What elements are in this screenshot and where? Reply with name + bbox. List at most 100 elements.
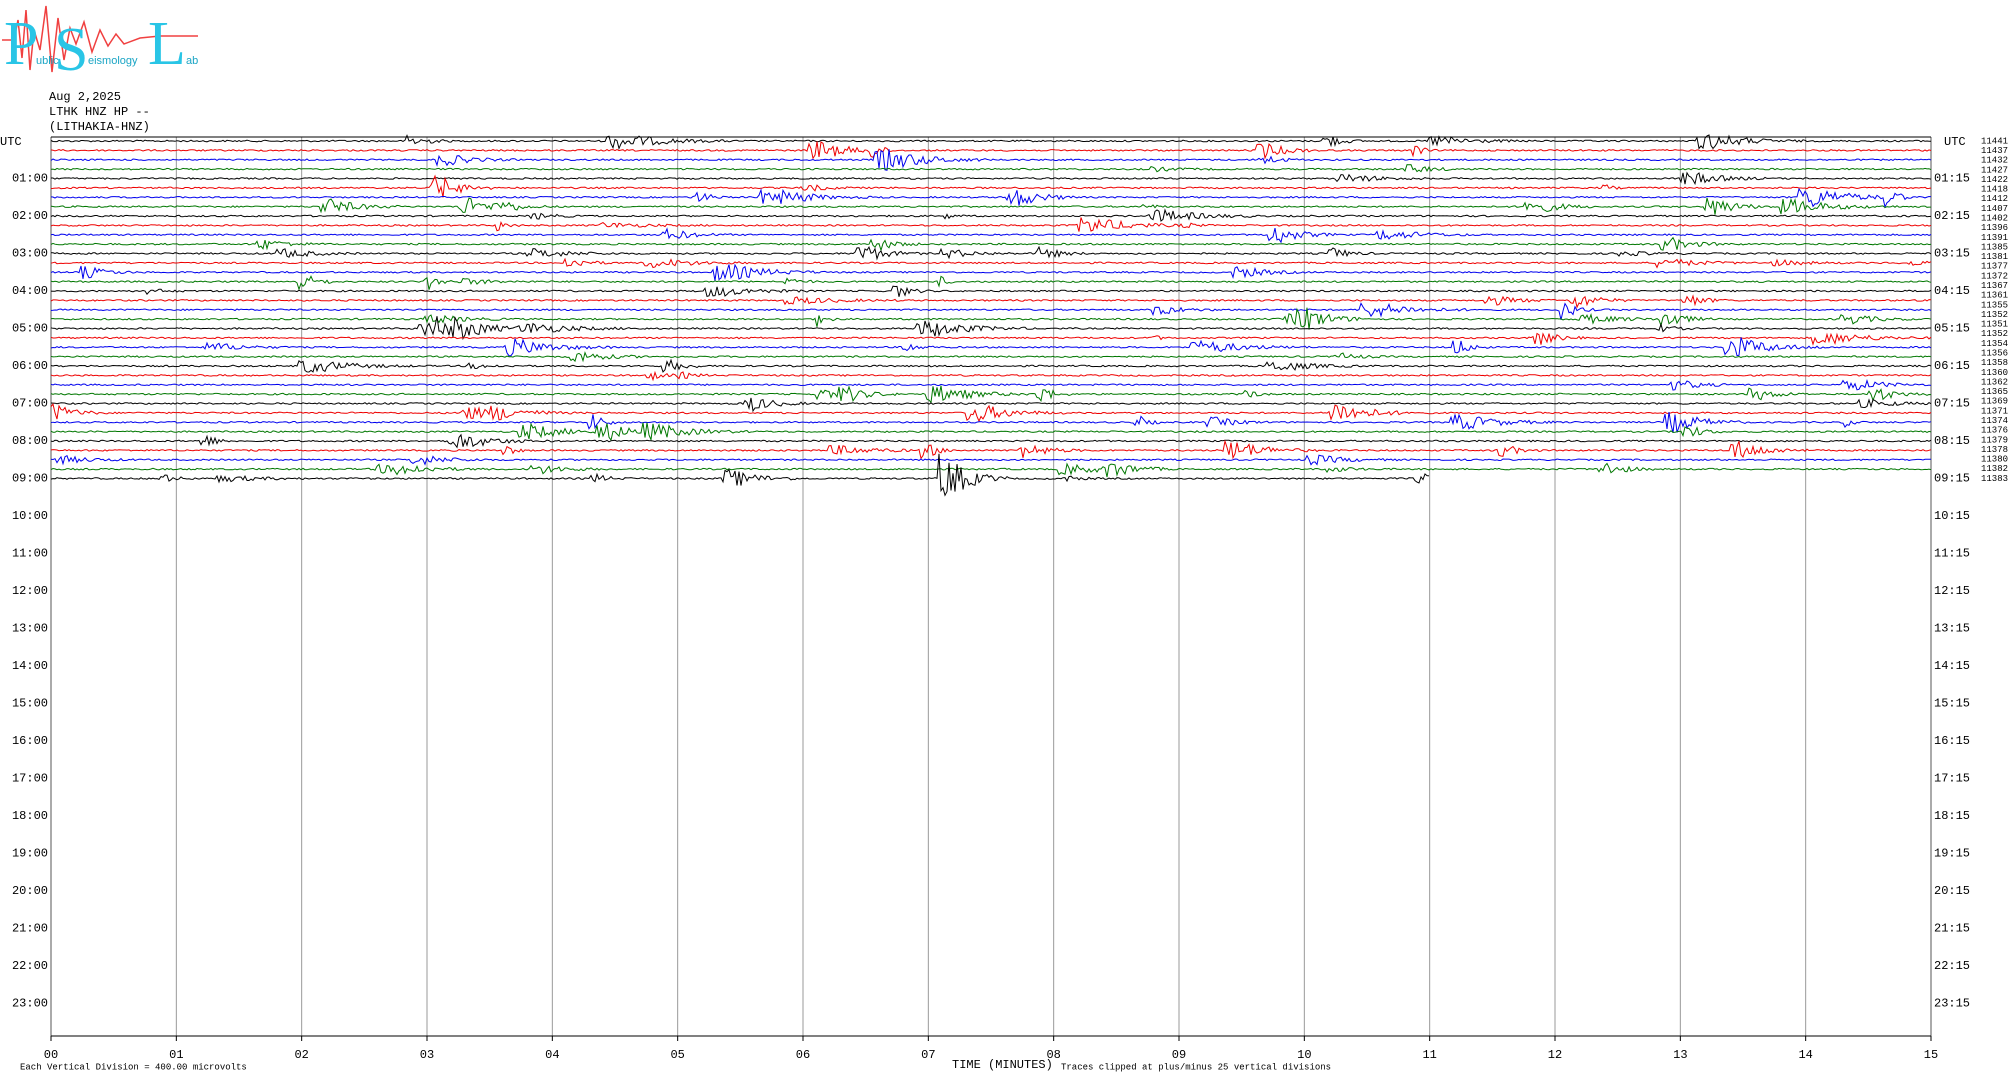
trace [50, 285, 1932, 298]
trace [50, 302, 1932, 320]
trace-offset: 11362 [1981, 377, 2008, 387]
trace-offset: 11352 [1981, 310, 2008, 320]
trace-offset: 11365 [1981, 387, 2008, 397]
trace-offset: 11354 [1981, 339, 2008, 349]
date: Aug 2,2025 [49, 90, 121, 104]
trace-offset: 11372 [1981, 271, 2008, 281]
left-hour-label: 21:00 [12, 922, 48, 936]
right-hour-label: 08:15 [1934, 434, 1970, 448]
left-hour-label: 14:00 [12, 659, 48, 673]
x-tick-label: 07 [921, 1048, 935, 1062]
trace [50, 385, 1932, 404]
right-hour-label: 06:15 [1934, 359, 1970, 373]
traces [50, 134, 1932, 497]
right-hour-label: 10:15 [1934, 509, 1970, 523]
right-hour-label: 04:15 [1934, 284, 1970, 298]
trace-offset: 11367 [1981, 281, 2008, 291]
right-hour-label: 18:15 [1934, 809, 1970, 823]
trace [50, 294, 1932, 309]
right-hour-label: 23:15 [1934, 997, 1970, 1011]
station: LTHK HNZ HP -- [49, 105, 150, 119]
trace [50, 164, 1932, 173]
x-tick-label: 09 [1172, 1048, 1186, 1062]
left-hour-label: 18:00 [12, 809, 48, 823]
trace [50, 149, 1932, 171]
trace [50, 358, 1932, 373]
left-hour-label: 13:00 [12, 622, 48, 636]
right-hour-label: 22:15 [1934, 959, 1970, 973]
left-hour-label: 15:00 [12, 697, 48, 711]
trace [50, 217, 1932, 232]
trace-offset: 11402 [1981, 214, 2008, 224]
right-hour-label: 05:15 [1934, 322, 1970, 336]
trace [51, 171, 1932, 186]
left-hour-label: 19:00 [12, 847, 48, 861]
trace-offset: 11412 [1981, 194, 2008, 204]
right-axis-title: UTC [1944, 135, 1966, 149]
trace [50, 315, 1931, 341]
left-hour-label: 03:00 [12, 247, 48, 261]
trace-offset: 11371 [1981, 406, 2008, 416]
left-hour-label: 23:00 [12, 997, 48, 1011]
right-hour-label: 21:15 [1934, 922, 1970, 936]
trace-offset: 11432 [1981, 156, 2008, 166]
scale-note: Each Vertical Division = 400.00 microvol… [20, 1062, 247, 1072]
trace-offset: 11407 [1981, 204, 2008, 214]
right-hour-label: 07:15 [1934, 397, 1970, 411]
left-hour-label: 09:00 [12, 472, 48, 486]
x-tick-label: 10 [1297, 1048, 1311, 1062]
trace-offset: 11356 [1981, 349, 2008, 359]
x-axis-title: TIME (MINUTES) [952, 1058, 1053, 1072]
left-hour-label: 12:00 [12, 584, 48, 598]
trace [50, 141, 1932, 160]
trace [50, 337, 1932, 357]
right-hour-label: 17:15 [1934, 772, 1970, 786]
right-hour-label: 11:15 [1934, 547, 1970, 561]
trace [50, 370, 1932, 382]
right-hour-label: 01:15 [1934, 172, 1970, 186]
left-hour-label: 07:00 [12, 397, 48, 411]
right-hour-label: 02:15 [1934, 209, 1970, 223]
station-name: (LITHAKIA-HNZ) [49, 120, 150, 134]
left-hour-label: 20:00 [12, 884, 48, 898]
left-hour-label: 02:00 [12, 209, 48, 223]
left-hour-label: 11:00 [12, 547, 48, 561]
trace-offset: 11383 [1981, 474, 2008, 484]
trace [50, 402, 1932, 423]
left-hour-label: 17:00 [12, 772, 48, 786]
left-hour-label: 10:00 [12, 509, 48, 523]
x-tick-label: 00 [44, 1048, 58, 1062]
trace-offset: 11441 [1981, 136, 2008, 146]
trace [50, 454, 1932, 466]
left-hour-label: 01:00 [12, 172, 48, 186]
trace-offset: 11361 [1981, 291, 2008, 301]
trace-offset: 11380 [1981, 455, 2008, 465]
trace-offset: 11437 [1981, 146, 2008, 156]
trace-offset: 11381 [1981, 252, 2008, 262]
trace [50, 422, 1932, 442]
x-tick-label: 12 [1548, 1048, 1562, 1062]
trace-offset: 11418 [1981, 185, 2008, 195]
left-hour-label: 05:00 [12, 322, 48, 336]
left-hour-label: 08:00 [12, 434, 48, 448]
trace-offset: 11379 [1981, 435, 2008, 445]
right-hour-label: 13:15 [1934, 622, 1970, 636]
logo-wave [2, 5, 198, 73]
trace [50, 332, 1932, 346]
trace [50, 208, 1932, 222]
x-tick-label: 02 [294, 1048, 308, 1062]
trace [50, 236, 1932, 253]
trace [50, 187, 1932, 209]
trace-offset: 11360 [1981, 368, 2008, 378]
x-tick-label: 08 [1046, 1048, 1060, 1062]
right-hour-label: 12:15 [1934, 584, 1970, 598]
trace [50, 197, 1931, 215]
trace-offset: 11377 [1981, 262, 2008, 272]
x-tick-label: 05 [670, 1048, 684, 1062]
trace-offset: 11422 [1981, 175, 2008, 185]
trace [50, 412, 1932, 433]
trace [50, 227, 1932, 244]
logo-letter: S [54, 16, 88, 84]
logo: P S L ublic eismology ab [2, 5, 198, 84]
